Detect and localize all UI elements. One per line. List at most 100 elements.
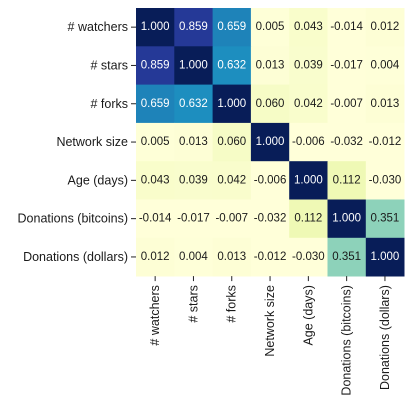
heatmap-cell-age-days-network-size	[250, 161, 290, 200]
heatmap-cell-age-days-age-days	[289, 161, 328, 200]
heatmap-cell-forks-network-size	[250, 84, 290, 124]
heatmap-value-label: 1.000	[217, 98, 246, 110]
heatmap-cell-forks-donations-bitcoins	[327, 84, 367, 124]
heatmap-value-label: 0.039	[294, 59, 323, 71]
heatmap-cell-stars-donations-dollars	[365, 46, 405, 85]
heatmap-value-label: -0.006	[292, 136, 325, 148]
heatmap-cell-stars-age-days	[289, 46, 328, 85]
heatmap-cell-donations-bitcoins-age-days	[289, 199, 328, 239]
heatmap-cell-stars-stars	[174, 46, 213, 85]
heatmap-value-label: 0.859	[141, 59, 170, 71]
heatmap-cell-donations-bitcoins-donations-dollars	[365, 199, 405, 239]
heatmap-cell-forks-donations-dollars	[365, 84, 405, 124]
heatmap-cell-watchers-donations-dollars	[365, 8, 405, 47]
heatmap-value-label: -0.007	[215, 213, 248, 225]
heatmap-cell-age-days-donations-dollars	[365, 161, 405, 200]
heatmap-cell-donations-bitcoins-donations-bitcoins	[327, 199, 367, 239]
heatmap-value-label: -0.014	[330, 21, 363, 33]
heatmap-cell-donations-bitcoins-network-size	[250, 199, 290, 239]
heatmap-value-label: -0.007	[330, 98, 363, 110]
heatmap-cell-donations-bitcoins-forks	[212, 199, 252, 239]
column-label-donations-bitcoins: Donations (bitcoins)	[340, 285, 354, 395]
heatmap-cell-network-size-network-size	[250, 122, 290, 162]
heatmap-cell-network-size-watchers	[136, 122, 175, 162]
heatmap-cell-watchers-age-days	[289, 8, 328, 47]
heatmap-cell-network-size-age-days	[289, 122, 328, 162]
heatmap-value-label: 0.039	[179, 174, 208, 186]
heatmap-cell-network-size-stars	[174, 122, 213, 162]
heatmap-value-label: 0.004	[179, 251, 208, 263]
heatmap-value-label: 0.013	[371, 98, 400, 110]
heatmap-cell-network-size-donations-dollars	[365, 122, 405, 162]
heatmap-value-label: 0.043	[141, 174, 170, 186]
heatmap-value-label: 1.000	[332, 213, 361, 225]
heatmap-cell-watchers-stars	[174, 8, 213, 47]
heatmap-value-label: -0.032	[254, 213, 287, 225]
column-label-network-size: Network size	[263, 285, 277, 357]
column-label-stars: # stars	[186, 285, 200, 323]
heatmap-cell-donations-dollars-donations-bitcoins	[327, 237, 367, 277]
heatmap-value-label: 0.632	[179, 98, 208, 110]
heatmap-value-label: -0.006	[254, 174, 287, 186]
row-label-donations-bitcoins: Donations (bitcoins)	[18, 212, 128, 226]
column-label-watchers: # watchers	[148, 285, 162, 345]
heatmap-cell-donations-dollars-forks	[212, 237, 252, 277]
heatmap-value-label: 0.659	[217, 21, 246, 33]
row-label-forks: # forks	[90, 97, 128, 111]
row-label-donations-dollars: Donations (dollars)	[23, 250, 128, 264]
heatmap-value-label: 0.060	[256, 98, 285, 110]
heatmap-value-label: 0.013	[179, 136, 208, 148]
heatmap-value-label: 0.859	[179, 21, 208, 33]
heatmap-cell-watchers-forks	[212, 8, 252, 47]
heatmap-cell-watchers-network-size	[250, 8, 290, 47]
heatmap-value-label: 1.000	[141, 21, 170, 33]
heatmap-value-label: -0.017	[330, 59, 363, 71]
heatmap-value-label: 0.013	[256, 59, 285, 71]
heatmap-value-label: 0.351	[332, 251, 361, 263]
column-labels: # watchers # stars # forks Network size Age …	[148, 276, 392, 396]
heatmap-cell-stars-donations-bitcoins	[327, 46, 367, 85]
column-label-forks: # forks	[225, 285, 239, 323]
heatmap-value-label: -0.012	[369, 136, 402, 148]
heatmap-cell-donations-dollars-donations-dollars	[365, 237, 405, 277]
heatmap-cell-donations-dollars-age-days	[289, 237, 328, 277]
heatmap-value-label: -0.012	[254, 251, 287, 263]
heatmap-cell-watchers-donations-bitcoins	[327, 8, 367, 47]
heatmap-cell-donations-dollars-stars	[174, 237, 213, 277]
row-labels: # watchers # stars # forks Network size Age …	[18, 20, 136, 264]
row-label-stars: # stars	[90, 58, 128, 72]
heatmap-cell-stars-watchers	[136, 46, 175, 85]
heatmap-cell-age-days-watchers	[136, 161, 175, 200]
heatmap-value-label: 0.042	[217, 174, 246, 186]
heatmap-value-label: 0.005	[256, 21, 285, 33]
heatmap-cells: 1.000 0.859 0.659 0.005 0.043 -0.014 0.012 0.85…	[136, 8, 405, 277]
heatmap-value-label: 0.632	[217, 59, 246, 71]
heatmap-value-label: -0.030	[292, 251, 325, 263]
heatmap-cell-forks-forks	[212, 84, 252, 124]
heatmap-cell-stars-forks	[212, 46, 252, 85]
heatmap-value-label: -0.017	[177, 213, 210, 225]
heatmap-value-label: 0.043	[294, 21, 323, 33]
heatmap-cell-forks-age-days	[289, 84, 328, 124]
heatmap-value-label: 0.005	[141, 136, 170, 148]
heatmap-cell-forks-stars	[174, 84, 213, 124]
heatmap-cell-age-days-forks	[212, 161, 252, 200]
heatmap-cell-network-size-donations-bitcoins	[327, 122, 367, 162]
heatmap-value-label: 0.012	[371, 21, 400, 33]
heatmap-value-label: 0.042	[294, 98, 323, 110]
heatmap-value-label: -0.030	[369, 174, 402, 186]
heatmap-cell-donations-bitcoins-watchers	[136, 199, 175, 239]
heatmap-value-label: 0.351	[371, 213, 400, 225]
heatmap-value-label: 1.000	[294, 174, 323, 186]
row-label-watchers: # watchers	[68, 20, 128, 34]
heatmap-value-label: 0.004	[371, 59, 400, 71]
heatmap-value-label: 0.659	[141, 98, 170, 110]
heatmap-value-label: 0.013	[217, 251, 246, 263]
column-label-age-days: Age (days)	[301, 285, 315, 345]
heatmap-cell-age-days-stars	[174, 161, 213, 200]
heatmap-cell-donations-dollars-watchers	[136, 237, 175, 277]
row-label-network-size: Network size	[56, 135, 128, 149]
heatmap-value-label: 0.060	[217, 136, 246, 148]
